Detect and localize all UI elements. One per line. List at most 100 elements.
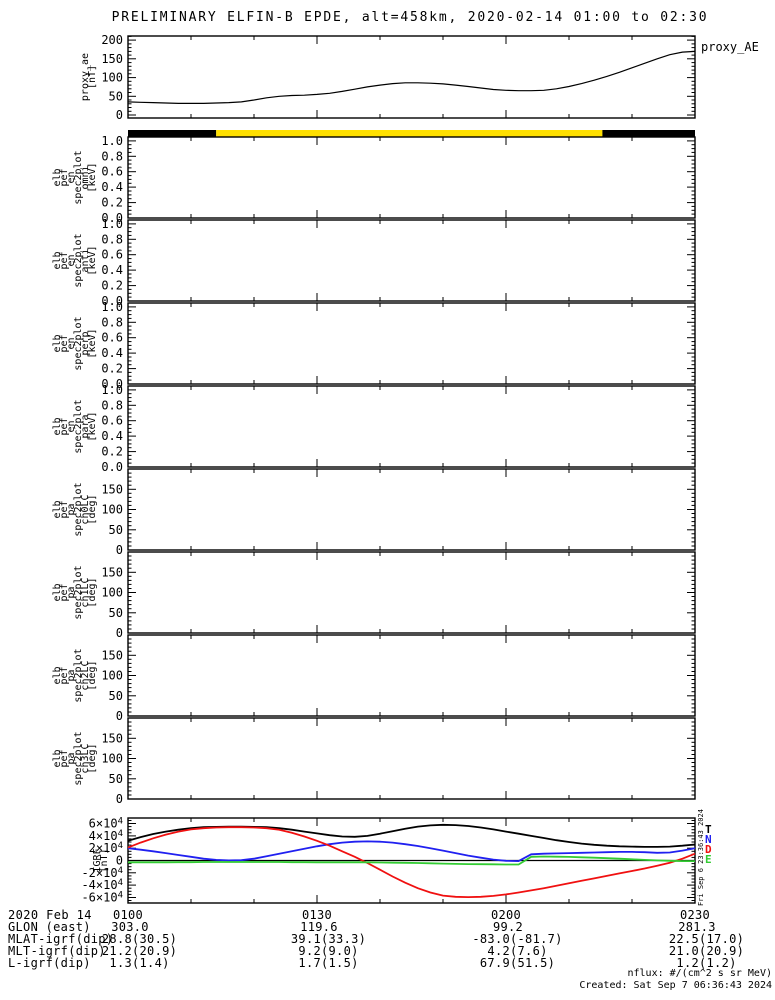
panel-ylabel-word: elb: [52, 583, 63, 601]
footer-row-label: MLAT-igrf(dip): [8, 932, 114, 946]
panel-ch3LC: [127, 717, 696, 800]
panel-para: [127, 385, 696, 468]
panel-ylabel-word: pef: [59, 500, 70, 518]
footer-value-paren: (1.5): [321, 956, 359, 970]
sunlight-bar-segment: [216, 130, 603, 137]
panel-ylabel-word: elb: [52, 500, 63, 518]
flux-units-note: nflux: #/(cm^2 s sr MeV): [627, 968, 773, 979]
created-timestamp: Created: Sat Sep 7 06:36:43 2024: [579, 980, 772, 991]
panel-ch2LC: [127, 634, 696, 717]
panel-ylabel-word: spec2plot: [73, 150, 84, 204]
panel-ylabel-word: para: [80, 414, 91, 438]
footer-row-label: GLON (east): [8, 920, 91, 934]
series-proxy_AE: [127, 50, 696, 105]
footer-row-label: L-igrf(dip): [8, 956, 91, 970]
footer-value-main: 1.7: [298, 956, 321, 970]
footer-value-main: 21.2: [101, 944, 132, 958]
ytick-label-ch1LC: 50: [109, 606, 123, 620]
panel-ylabel-word: spec2plot: [73, 316, 84, 370]
ytick-label-perp: 0.6: [101, 331, 123, 345]
footer-value-paren: (1.4): [132, 956, 170, 970]
footer-value-main: 4.2: [487, 944, 510, 958]
ytick-label-ch3LC: 100: [101, 752, 123, 766]
footer-date-label: 2020 Feb 14: [8, 908, 92, 922]
ytick-label-ch1LC: 0: [116, 626, 123, 640]
ytick-label-para: 0.4: [101, 429, 123, 443]
panel-ylabel-word: spec2plot: [73, 233, 84, 287]
ytick-label-para: 1.0: [101, 383, 123, 397]
footer-row-label: MLT-igrf(dip): [8, 944, 106, 958]
ytick-label-igrf: -2×104: [81, 866, 123, 880]
panel-ylabel-word: spec2plot: [73, 731, 84, 785]
footer-value-paren: (33.3): [321, 932, 367, 946]
panel-ylabel-word: en: [66, 420, 77, 432]
footer-value-main: 22.5: [668, 932, 699, 946]
series-D: [127, 826, 696, 899]
panel-ylabel-word: elb: [52, 749, 63, 767]
ytick-label-igrf: -6×104: [81, 891, 123, 905]
panel-ylabel-word: [nT]: [99, 848, 110, 872]
footer-value-paren: (1.2): [699, 956, 737, 970]
footer-value-main: 28.8: [101, 932, 132, 946]
ytick-label-perp: 0.2: [101, 362, 123, 376]
ytick-label-omni: 0.4: [101, 180, 123, 194]
time-tick-label: 0130: [301, 908, 333, 922]
panel-ylabel-word: [deg]: [87, 494, 98, 524]
footer-value-main: 1.3: [109, 956, 132, 970]
panel-ylabel-word: en: [66, 254, 77, 266]
footer-value-paren: (9.0): [321, 944, 359, 958]
time-tick-label: 0200: [490, 908, 522, 922]
panel-ylabel-word: anti: [80, 248, 91, 272]
ytick-label-ch2LC: 100: [101, 669, 123, 683]
ytick-label-para: 0.8: [101, 398, 123, 412]
ytick-label-ch0LC: 150: [101, 482, 123, 496]
panel-ylabel-word: omni: [80, 165, 91, 189]
ytick-label-anti: 1.0: [101, 217, 123, 231]
panel-ylabel-word: pa: [66, 586, 77, 598]
footer-value: 119.6: [300, 920, 338, 934]
sunlight-bar-segment: [602, 130, 695, 137]
series-E: [128, 855, 695, 866]
legend-N: N: [705, 833, 712, 846]
panel-ylabel-word: pef: [59, 583, 70, 601]
ytick-label-anti: 0.6: [101, 248, 123, 262]
ytick-label-anti: 0.8: [101, 232, 123, 246]
ytick-label-ch0LC: 0: [116, 543, 123, 557]
ytick-label-ch1LC: 100: [101, 586, 123, 600]
ytick-label-omni: 0.6: [101, 165, 123, 179]
panel-ylabel-word: spec2plot: [73, 565, 84, 619]
ytick-label-anti: 0.0: [101, 294, 123, 308]
panel-ylabel-word: pef: [59, 334, 70, 352]
panel-ylabel-word: IGRF: [92, 848, 103, 872]
footer-value-paren: (17.0): [699, 932, 745, 946]
panel-ylabel-word: [nT]: [87, 65, 98, 89]
ytick-label-igrf: 2×104: [89, 841, 123, 855]
panel-ylabel-word: pef: [59, 417, 70, 435]
ytick-label-perp: 0.8: [101, 315, 123, 329]
panel-anti: [127, 219, 696, 302]
footer-value-main: -83.0: [472, 932, 510, 946]
panel-ylabel-word: [deg]: [87, 743, 98, 773]
footer-value-paren: (7.6): [510, 944, 548, 958]
ytick-label-ch1LC: 150: [101, 565, 123, 579]
panel-ylabel-word: pef: [59, 168, 70, 186]
panel-ylabel-word: pa: [66, 669, 77, 681]
footer-value-paren: (20.9): [132, 944, 178, 958]
ytick-label-igrf: -4×104: [81, 878, 123, 892]
ytick-label-perp: 0.4: [101, 346, 123, 360]
footer-value-paren: (-81.7): [510, 932, 563, 946]
panel-ylabel-word: [keV]: [87, 411, 98, 441]
ytick-label-perp: 0.0: [101, 377, 123, 391]
panel-ylabel-word: pef: [59, 749, 70, 767]
ytick-label-ch2LC: 150: [101, 648, 123, 662]
footer-value-main: 9.2: [298, 944, 321, 958]
footer-value: 99.2: [492, 920, 524, 934]
ytick-label-proxy_ae: 150: [101, 52, 123, 66]
panel-ylabel-word: [deg]: [87, 577, 98, 607]
panel-ylabel-word: [keV]: [87, 245, 98, 275]
panel-ch1LC: [127, 551, 696, 634]
panel-ylabel-word: elb: [52, 168, 63, 186]
panel-ylabel-word: pa: [66, 503, 77, 515]
panel-ylabel-word: elb: [52, 666, 63, 684]
ytick-label-ch2LC: 0: [116, 709, 123, 723]
